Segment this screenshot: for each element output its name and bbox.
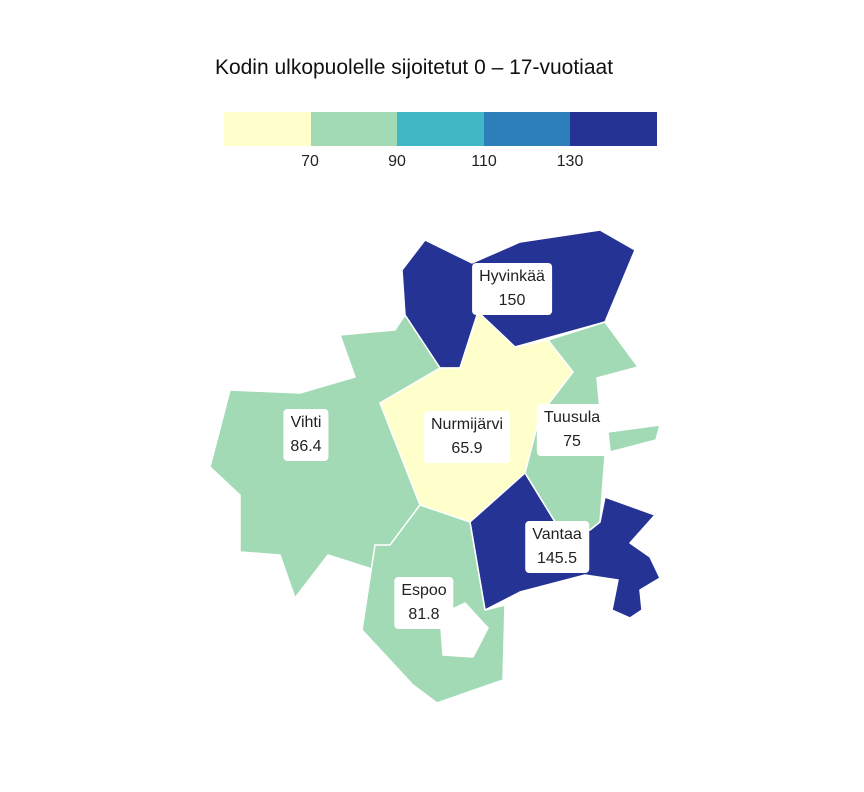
region-name: Tuusula [543, 409, 601, 426]
legend-swatch-3 [397, 112, 484, 146]
region-name: Espoo [401, 582, 447, 599]
region-name: Vantaa [532, 526, 582, 543]
region-label-hyvinkaa: Hyvinkää 150 [472, 263, 552, 315]
legend-tick-130: 130 [556, 153, 584, 170]
region-label-vantaa: Vantaa 145.5 [525, 521, 589, 573]
region-label-nurmijarvi: Nurmijärvi 65.9 [424, 411, 510, 463]
legend-swatch-4 [483, 112, 571, 146]
region-name: Nurmijärvi [431, 416, 503, 433]
color-legend [224, 112, 657, 146]
region-tuusula-islet [607, 424, 661, 453]
region-label-vihti: Vihti 86.4 [283, 409, 329, 461]
region-value: 81.8 [408, 606, 440, 623]
region-name: Vihti [290, 414, 322, 431]
legend-swatch-1 [224, 112, 311, 146]
legend-swatch-2 [310, 112, 398, 146]
region-value: 75 [563, 433, 581, 450]
map-title: Kodin ulkopuolelle sijoitetut 0 – 17-vuo… [214, 56, 614, 79]
region-value: 145.5 [536, 550, 578, 567]
region-value: 86.4 [290, 438, 322, 455]
region-label-espoo: Espoo 81.8 [394, 577, 454, 629]
legend-swatch-5 [570, 112, 657, 146]
region-value: 150 [498, 292, 526, 309]
legend-tick-90: 90 [388, 153, 406, 170]
region-name: Hyvinkää [479, 268, 545, 285]
region-label-tuusula: Tuusula 75 [536, 404, 608, 456]
legend-tick-70: 70 [301, 153, 319, 170]
legend-tick-110: 110 [471, 153, 497, 170]
region-value: 65.9 [451, 440, 483, 457]
